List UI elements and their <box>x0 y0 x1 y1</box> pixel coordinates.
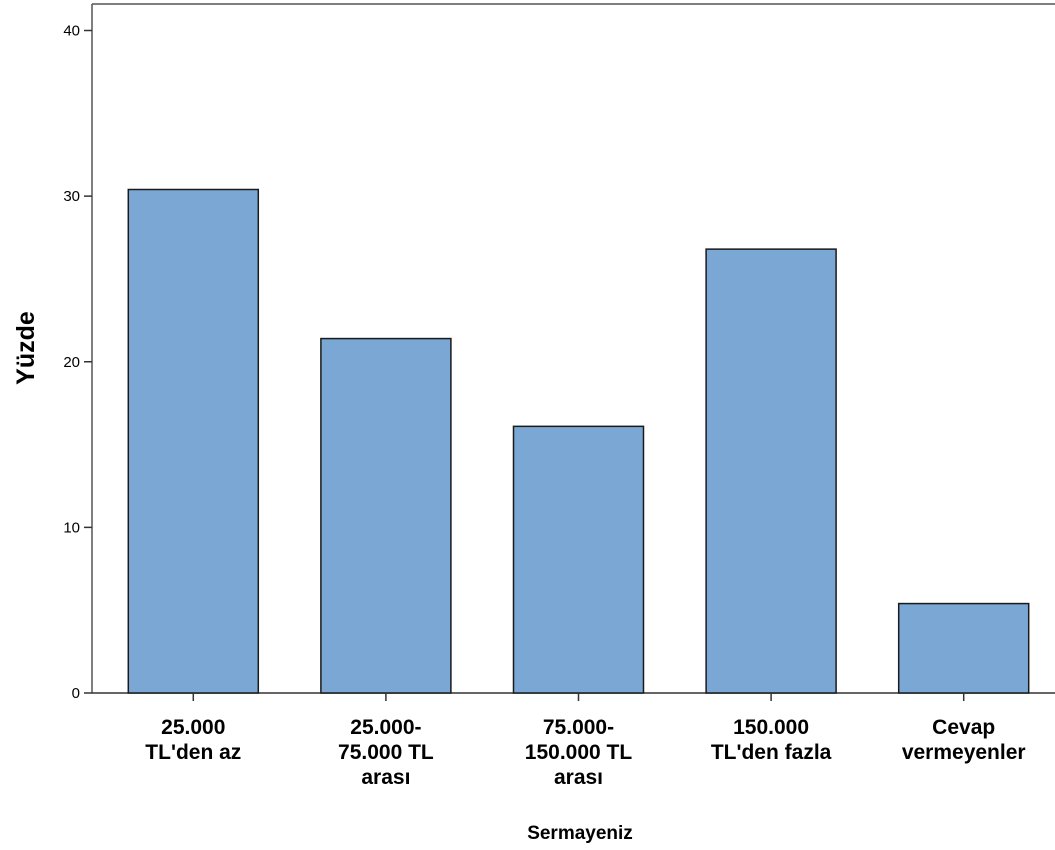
bars <box>127 188 1030 694</box>
x-tick-label: Cevap <box>932 716 995 739</box>
x-tick-label: 150.000 <box>733 716 809 739</box>
x-tick-label: 75.000- <box>543 716 614 739</box>
bar <box>897 602 1030 694</box>
y-axis-title: Yüzde <box>12 311 40 385</box>
y-tick-label: 30 <box>63 188 80 205</box>
bar <box>512 425 645 694</box>
x-tick-label: arası <box>554 766 603 789</box>
x-axis-title: Sermayeniz <box>527 823 633 844</box>
x-tick-label: 25.000 <box>161 716 225 739</box>
bar <box>320 337 452 694</box>
y-tick-label: 20 <box>63 354 80 371</box>
x-tick-label: 75.000 TL <box>338 741 434 764</box>
x-tick-label: vermeyenler <box>902 741 1026 764</box>
x-tick-label: TL'den fazla <box>711 741 832 764</box>
x-tick-label: 25.000- <box>350 716 421 739</box>
y-tick-label: 40 <box>63 23 80 40</box>
y-tick-label: 0 <box>72 685 80 702</box>
y-tick-label: 10 <box>63 519 80 536</box>
x-tick-label: arası <box>361 766 410 789</box>
bar <box>705 248 837 694</box>
y-axis: 0 10 20 30 40 <box>63 23 92 702</box>
bar <box>127 188 260 694</box>
x-tick-label: TL'den az <box>145 741 241 764</box>
x-tick-label: 150.000 TL <box>525 741 633 764</box>
